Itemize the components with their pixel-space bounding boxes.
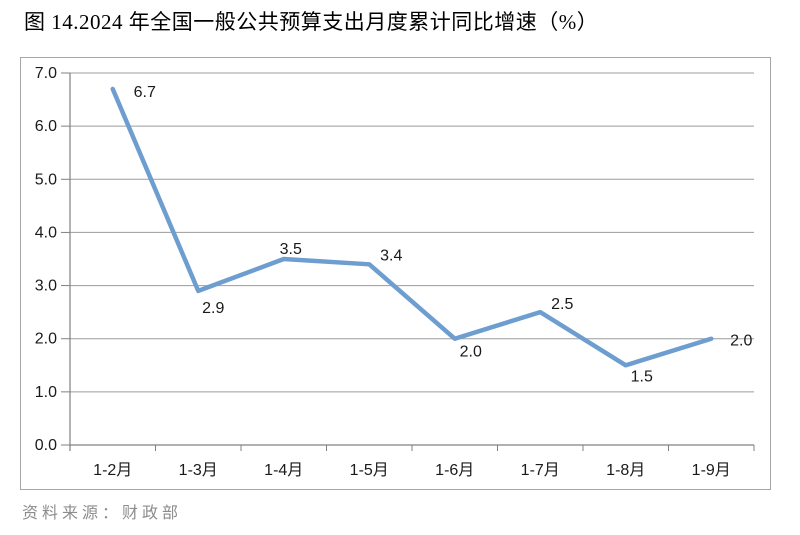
data-point-label: 2.9 [202, 300, 224, 317]
y-axis-tick-label: 5.0 [35, 171, 57, 188]
x-axis-tick-label: 1-9月 [692, 462, 731, 479]
data-point-label: 3.4 [380, 247, 402, 264]
y-axis-tick-label: 3.0 [35, 278, 57, 295]
line-chart-svg: 0.0 1.0 2.0 3.0 4.0 5.0 6.0 7.0 1-2月 1-3月 1-4月 1-5月… [35, 65, 755, 479]
x-axis-tick-label: 1-6月 [435, 462, 474, 479]
data-point-label: 1.5 [631, 368, 653, 385]
x-axis-tick-label: 1-7月 [521, 462, 560, 479]
y-axis-tick-label: 0.0 [35, 437, 57, 454]
y-axis-tick-label: 7.0 [35, 65, 57, 82]
x-axis-tick-label: 1-2月 [93, 462, 132, 479]
x-axis-tick-label: 1-5月 [350, 462, 389, 479]
data-point-label: 6.7 [134, 84, 156, 101]
x-axis-tick-label: 1-4月 [264, 462, 303, 479]
data-point-label: 2.0 [460, 344, 482, 361]
x-axis-tick-label: 1-3月 [179, 462, 218, 479]
data-point-label: 3.5 [280, 241, 302, 258]
y-axis-tick-label: 6.0 [35, 118, 57, 135]
figure-title: 图 14.2024 年全国一般公共预算支出月度累计同比增速（%） [24, 10, 599, 34]
data-point-label: 2.0 [730, 333, 752, 350]
y-axis-tick-label: 2.0 [35, 331, 57, 348]
source-note: 资料来源：财政部 [22, 505, 183, 522]
y-axis-tick-label: 4.0 [35, 224, 57, 241]
data-series-line [110, 86, 714, 368]
chart-plot-area: 0.0 1.0 2.0 3.0 4.0 5.0 6.0 7.0 1-2月 1-3月 1-4月 1-5月… [20, 57, 771, 490]
y-axis-tick-label: 1.0 [35, 384, 57, 401]
x-axis-tick-label: 1-8月 [606, 462, 645, 479]
data-point-label: 2.5 [551, 296, 573, 313]
